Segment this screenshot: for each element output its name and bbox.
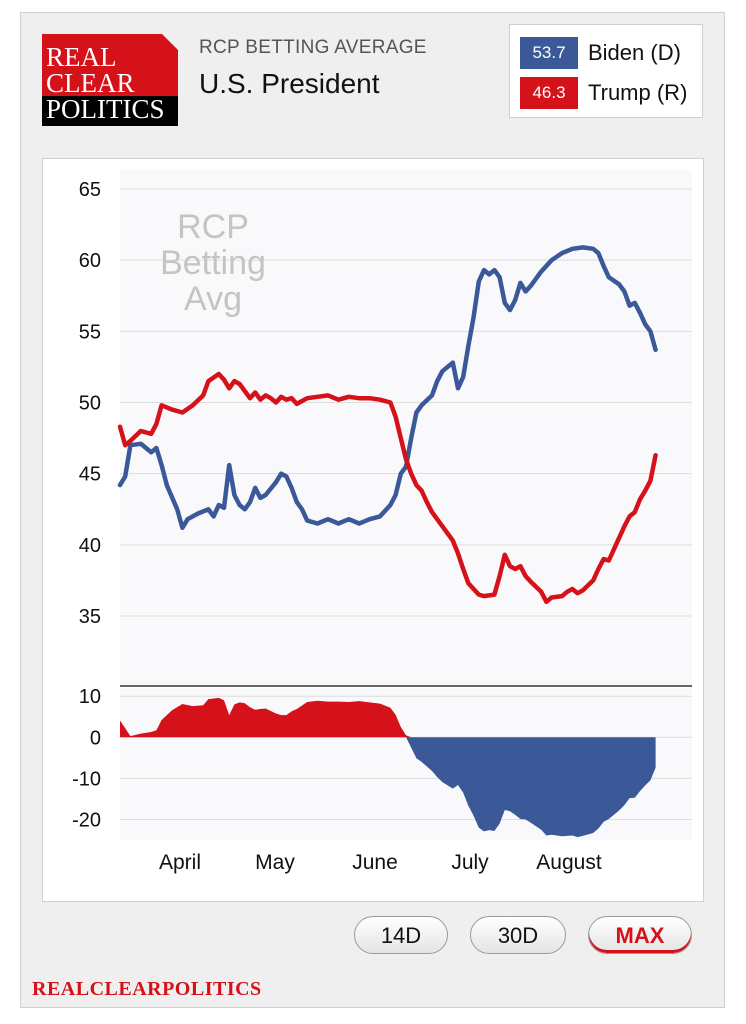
x-axis: April May June July August	[159, 851, 602, 874]
y-tick-label: 55	[79, 321, 101, 343]
y-tick-label: 45	[79, 464, 101, 486]
y-tick-label: 50	[79, 393, 101, 415]
chart-title: U.S. President	[199, 68, 380, 99]
legend-value-trump: 46.3	[520, 77, 578, 109]
footer-brand: REALCLEARPOLITICS	[32, 978, 262, 1000]
spread-area-positive	[120, 697, 656, 738]
y-tick-label: -20	[72, 809, 101, 831]
y-tick-label: 40	[79, 535, 101, 557]
range-30d-button[interactable]: 30D	[470, 916, 566, 954]
logo-word-1: REAL	[46, 42, 117, 72]
legend: 53.7 Biden (D) 46.3 Trump (R)	[509, 24, 703, 118]
x-tick-label: July	[451, 851, 489, 874]
y-tick-label: 10	[79, 686, 101, 708]
rcp-logo: REAL CLEAR POLITICS	[42, 34, 178, 126]
logo-word-2: CLEAR	[46, 68, 135, 98]
legend-name-biden: Biden (D)	[588, 40, 681, 65]
spread-plot: 10 0 -10 -20	[72, 685, 692, 840]
biden-line	[117, 245, 658, 531]
watermark-text: RCP	[177, 208, 249, 246]
range-max-button[interactable]: MAX	[588, 916, 692, 954]
y-tick-label: 65	[79, 179, 101, 201]
legend-value-biden: 53.7	[520, 37, 578, 69]
x-tick-label: April	[159, 851, 201, 874]
legend-name-trump: Trump (R)	[588, 80, 688, 105]
logo-word-3: POLITICS	[46, 94, 165, 124]
x-tick-label: August	[536, 851, 602, 874]
x-tick-label: June	[352, 851, 398, 874]
y-tick-label: 35	[79, 606, 101, 628]
chart-subtitle: RCP BETTING AVERAGE	[199, 37, 427, 58]
range-button-bar: 14D 30D MAX	[42, 902, 704, 966]
y-tick-label: 0	[90, 727, 101, 749]
range-14d-button[interactable]: 14D	[354, 916, 448, 954]
main-plot-background	[120, 170, 692, 685]
y-tick-label: 60	[79, 250, 101, 272]
watermark-text: Betting	[160, 244, 266, 282]
trump-line	[117, 371, 658, 605]
x-tick-label: May	[255, 851, 295, 874]
spread-area-negative	[120, 737, 656, 838]
watermark-text: Avg	[184, 280, 242, 318]
y-tick-label: -10	[72, 768, 101, 790]
